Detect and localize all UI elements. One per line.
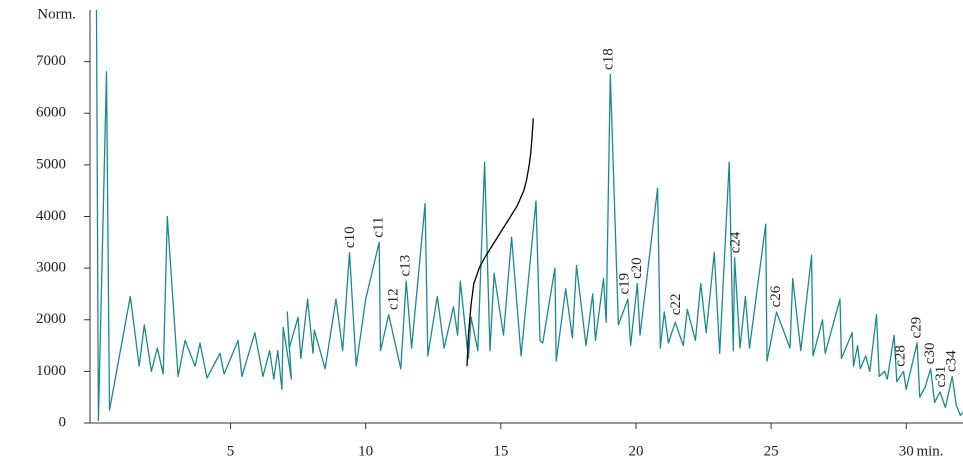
x-tick-label: 10	[358, 443, 373, 459]
y-tick-label: 5000	[36, 156, 66, 172]
peak-label: c11	[371, 217, 387, 238]
y-tick-label: 7000	[36, 53, 66, 69]
y-axis-label: Norm.	[37, 6, 76, 22]
peak-label: c26	[768, 285, 784, 307]
peak-label: c18	[600, 48, 616, 70]
peak-label: c34	[944, 350, 960, 372]
peak-label: c12	[386, 288, 402, 310]
peak-label: c31	[933, 366, 949, 388]
peak-label: c30	[922, 343, 938, 365]
peak-label: c22	[668, 293, 684, 315]
y-tick-label: 0	[59, 414, 67, 430]
peak-label: c20	[629, 257, 645, 279]
y-tick-label: 1000	[36, 363, 66, 379]
y-tick-label: 6000	[36, 105, 66, 121]
y-tick-label: 2000	[36, 311, 66, 327]
x-tick-label: 20	[628, 443, 643, 459]
peak-label: c19	[617, 273, 633, 295]
y-tick-label: 3000	[36, 260, 66, 276]
peak-label: c10	[342, 226, 358, 248]
peak-label: c28	[892, 345, 908, 367]
x-tick-label: 25	[764, 443, 779, 459]
series-line	[95, 9, 963, 422]
x-tick-label: 30	[899, 443, 914, 459]
x-axis-label: min.	[916, 443, 943, 459]
x-tick-label: 15	[493, 443, 508, 459]
y-tick-label: 4000	[36, 208, 66, 224]
series-line	[466, 118, 534, 367]
peak-label: c29	[908, 317, 924, 339]
peak-label: c13	[398, 255, 414, 277]
x-tick-label: 5	[227, 443, 235, 459]
peak-label: c24	[727, 231, 743, 253]
